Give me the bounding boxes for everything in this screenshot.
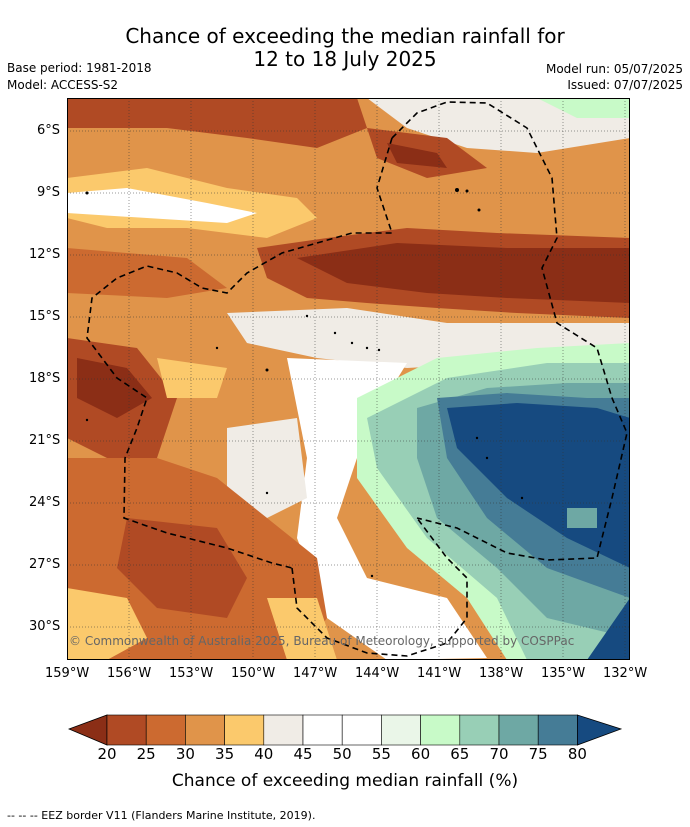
lon-label: 141°W — [417, 666, 462, 681]
eez-southern — [291, 517, 468, 657]
colorbar-low-extend — [68, 714, 108, 746]
rainfall-map-svg — [67, 98, 630, 660]
eez-french-polynesia — [391, 101, 628, 561]
lon-label: 147°W — [293, 666, 338, 681]
colorbar-tick-label: 25 — [136, 745, 156, 763]
islands — [85, 188, 524, 578]
base-period: Base period: 1981-2018 — [7, 61, 152, 75]
lat-label: 18°S — [29, 371, 61, 386]
colorbar-tick-label: 65 — [450, 745, 470, 763]
colorbar-segment — [341, 714, 382, 746]
colorbar-tick-label: 80 — [567, 745, 587, 763]
map-title-line2: 12 to 18 July 2025 — [253, 47, 437, 71]
s-yellow-patch — [267, 598, 337, 660]
colorbar-segment — [459, 714, 500, 746]
map-grid — [67, 98, 630, 660]
lat-label: 24°S — [29, 495, 61, 510]
rainfall-map — [67, 98, 630, 660]
model-run: Model run: 05/07/2025 — [545, 62, 683, 76]
lon-label: 144°W — [355, 666, 400, 681]
lat-label: 21°S — [29, 433, 61, 448]
se-corner-blue — [587, 598, 630, 660]
colorbar-tick-label: 55 — [371, 745, 391, 763]
colorbar-segment — [106, 714, 147, 746]
map-frame — [67, 98, 630, 660]
lat-label: 12°S — [29, 247, 61, 262]
issued-date: Issued: 07/07/2025 — [567, 78, 683, 92]
eez-legend-note: -- -- -- EEZ border V11 (Flanders Marine… — [7, 809, 316, 822]
eez-borders — [86, 101, 628, 657]
lon-label: 156°W — [107, 666, 152, 681]
lon-label: 159°W — [45, 666, 90, 681]
nw-white-band — [67, 188, 257, 223]
lat-label: 30°S — [29, 619, 61, 634]
sw-dark-region — [117, 518, 247, 618]
north-dark-strip — [67, 98, 367, 148]
colorbar-tick-label: 20 — [97, 745, 117, 763]
colorbar-tick-label: 70 — [489, 745, 509, 763]
lon-label: 132°W — [603, 666, 648, 681]
west-darkest-region — [77, 358, 152, 418]
central-white-area — [287, 358, 487, 660]
colorbar-segment — [498, 714, 539, 746]
colorbar-tick-label: 45 — [293, 745, 313, 763]
lat-label: 6°S — [37, 123, 61, 138]
lat-label: 15°S — [29, 309, 61, 324]
colorbar-segment — [537, 714, 578, 746]
lon-label: 150°W — [231, 666, 276, 681]
lon-label: 138°W — [479, 666, 524, 681]
colorbar-title: Chance of exceeding median rainfall (%) — [171, 771, 519, 791]
ne-light-patch — [367, 98, 630, 153]
colorbar-tick-label: 75 — [528, 745, 548, 763]
colorbar-segment — [302, 714, 343, 746]
se-teal-spot — [567, 508, 597, 528]
colorbar-tick-label: 40 — [254, 745, 274, 763]
colorbar-segment — [420, 714, 461, 746]
colorbar-segment — [185, 714, 225, 746]
colorbar-tick-label: 35 — [215, 745, 235, 763]
colorbar-segment — [381, 714, 421, 746]
colorbar-tick-label: 30 — [175, 745, 195, 763]
colorbar-segment — [224, 714, 265, 746]
colorbar-tick-label: 60 — [411, 745, 431, 763]
map-title-line1: Chance of exceeding the median rainfall … — [125, 24, 565, 48]
central-light-patch — [227, 418, 307, 518]
lon-label: 153°W — [169, 666, 214, 681]
west-yellow-patch — [157, 358, 227, 398]
model-name: Model: ACCESS-S2 — [7, 78, 119, 92]
copyright-notice: © Commonwealth of Australia 2025, Bureau… — [69, 634, 575, 648]
colorbar-high-extend — [576, 714, 622, 746]
eez-cook-islands — [86, 137, 394, 569]
sw-yellow-corner — [67, 588, 147, 660]
ne-green-patch — [537, 98, 630, 118]
colorbar-segment — [145, 714, 186, 746]
lat-label: 27°S — [29, 557, 61, 572]
colorbar-tick-label: 50 — [332, 745, 352, 763]
lon-label: 135°W — [541, 666, 586, 681]
colorbar-segment — [263, 714, 304, 746]
colorbar — [68, 714, 622, 746]
lat-label: 9°S — [37, 185, 61, 200]
north-darkest-blob — [387, 143, 447, 168]
